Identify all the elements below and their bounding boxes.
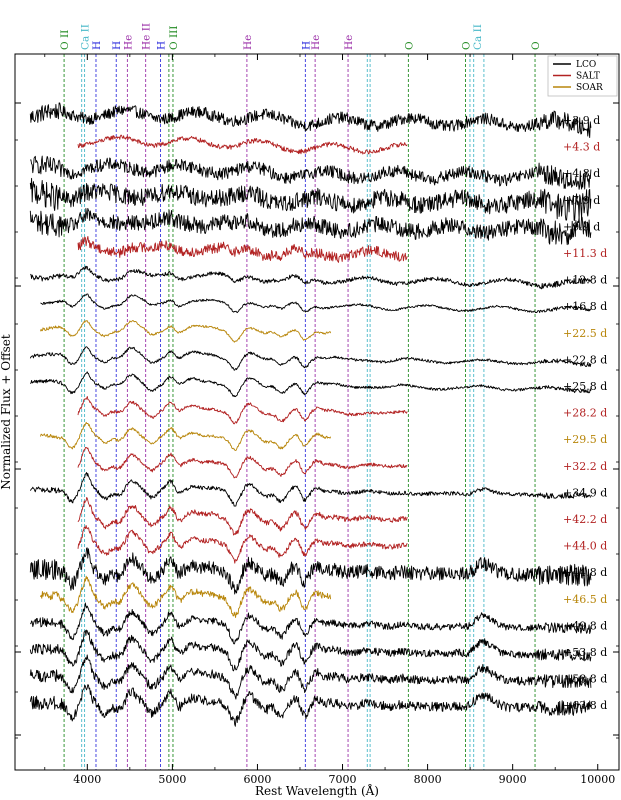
spectrum-line-17 bbox=[29, 547, 592, 595]
phase-label-19: +49.8 d bbox=[563, 619, 607, 632]
phase-label-22: +63.8 d bbox=[563, 699, 607, 712]
legend-label-0: LCO bbox=[576, 60, 596, 70]
line-marker-label-5: He II bbox=[141, 23, 153, 50]
x-axis-ticks: 4000 5000 6000 7000 8000 9000 10000 bbox=[44, 54, 615, 786]
phase-label-21: +58.8 d bbox=[563, 673, 607, 686]
spectrum-line-19 bbox=[30, 602, 592, 645]
phase-label-15: +42.2 d bbox=[563, 513, 607, 526]
phase-label-11: +28.2 d bbox=[563, 407, 607, 420]
x-axis-label: Rest Wavelength (Å) bbox=[255, 783, 379, 798]
spectrum-line-4 bbox=[29, 207, 592, 246]
spectrum-line-22 bbox=[29, 684, 592, 727]
spectrum-line-14 bbox=[29, 472, 592, 507]
line-marker-label-0: O II bbox=[59, 30, 71, 50]
line-marker-label-13: O bbox=[403, 41, 415, 50]
spectrum-line-10 bbox=[30, 371, 592, 398]
phase-label-4: +9.9 d bbox=[563, 220, 600, 233]
phase-label-18: +46.5 d bbox=[563, 593, 607, 606]
spectrum-line-12 bbox=[40, 421, 332, 451]
x-tick-label-1: 5000 bbox=[158, 773, 186, 786]
spectrum-line-9 bbox=[29, 346, 592, 371]
phase-label-14: +34.9 d bbox=[563, 486, 607, 499]
line-marker-label-11: He bbox=[343, 35, 355, 50]
phase-label-12: +29.5 d bbox=[563, 433, 607, 446]
line-marker-label-3: H bbox=[111, 41, 123, 50]
spectrum-line-0 bbox=[29, 102, 592, 139]
phase-label-group: +3.9 d +4.3 d +4.8 d +7.9 d +9.9 d +11.3 d +12… bbox=[563, 114, 607, 712]
phase-label-17: +44.8 d bbox=[563, 566, 607, 579]
phase-label-7: +16.8 d bbox=[563, 300, 607, 313]
line-marker-label-group: O II Ca II H H He He II H O III He HHe He O O Ca II O bbox=[59, 23, 542, 50]
phase-label-3: +7.9 d bbox=[563, 194, 600, 207]
phase-label-0: +3.9 d bbox=[563, 114, 600, 127]
line-marker-label-1: Ca II bbox=[79, 24, 91, 50]
line-marker-label-10: He bbox=[310, 35, 322, 50]
spectrum-line-8 bbox=[40, 320, 332, 343]
phase-label-6: +12.8 d bbox=[563, 274, 607, 287]
spectrum-line-21 bbox=[29, 654, 592, 700]
x-tick-label-4: 8000 bbox=[414, 773, 442, 786]
y-axis-ticks bbox=[15, 102, 619, 739]
spectrum-line-7 bbox=[40, 293, 592, 314]
line-marker-label-6: H bbox=[156, 41, 168, 50]
line-marker-label-14: O bbox=[461, 41, 473, 50]
x-tick-label-3: 7000 bbox=[329, 773, 357, 786]
spectrum-line-13 bbox=[77, 447, 408, 479]
spectrum-line-6 bbox=[30, 265, 592, 290]
phase-label-5: +11.3 d bbox=[563, 247, 607, 260]
phase-label-20: +53.8 d bbox=[563, 646, 607, 659]
line-marker-label-4: He bbox=[122, 35, 134, 50]
spectrum-line-3 bbox=[29, 177, 592, 221]
spectrum-line-15 bbox=[77, 496, 408, 536]
phase-label-8: +22.5 d bbox=[563, 327, 607, 340]
line-marker-label-15: Ca II bbox=[472, 24, 484, 50]
spectrum-line-20 bbox=[29, 629, 592, 672]
phase-label-1: +4.3 d bbox=[563, 141, 600, 154]
phase-label-10: +25.8 d bbox=[563, 380, 607, 393]
line-marker-label-7: O III bbox=[168, 26, 180, 50]
line-marker-label-2: H bbox=[91, 41, 103, 50]
x-tick-label-0: 4000 bbox=[73, 773, 101, 786]
line-marker-label-16: O bbox=[530, 41, 542, 50]
spectrum-line-5 bbox=[77, 235, 408, 263]
spectra-group bbox=[29, 102, 592, 727]
line-marker-label-8: He bbox=[242, 35, 254, 50]
line-marker-label-9: H bbox=[300, 41, 312, 50]
phase-label-13: +32.2 d bbox=[563, 460, 607, 473]
x-tick-label-5: 9000 bbox=[499, 773, 527, 786]
legend-label-1: SALT bbox=[576, 72, 600, 82]
spectrum-line-1 bbox=[77, 134, 408, 155]
phase-label-9: +22.8 d bbox=[563, 353, 607, 366]
plot-frame bbox=[14, 53, 620, 771]
y-axis-label: Normalized Flux + Offset bbox=[0, 334, 13, 490]
spectrum-line-18 bbox=[40, 575, 332, 618]
x-tick-label-6: 10000 bbox=[580, 773, 615, 786]
spectrum-line-2 bbox=[30, 155, 592, 190]
x-tick-label-2: 6000 bbox=[243, 773, 271, 786]
spectrum-line-11 bbox=[77, 396, 408, 425]
spectrum-line-16 bbox=[77, 525, 408, 564]
phase-label-16: +44.0 d bbox=[563, 540, 607, 553]
phase-label-2: +4.8 d bbox=[563, 167, 600, 180]
legend-label-2: SOAR bbox=[576, 83, 603, 93]
